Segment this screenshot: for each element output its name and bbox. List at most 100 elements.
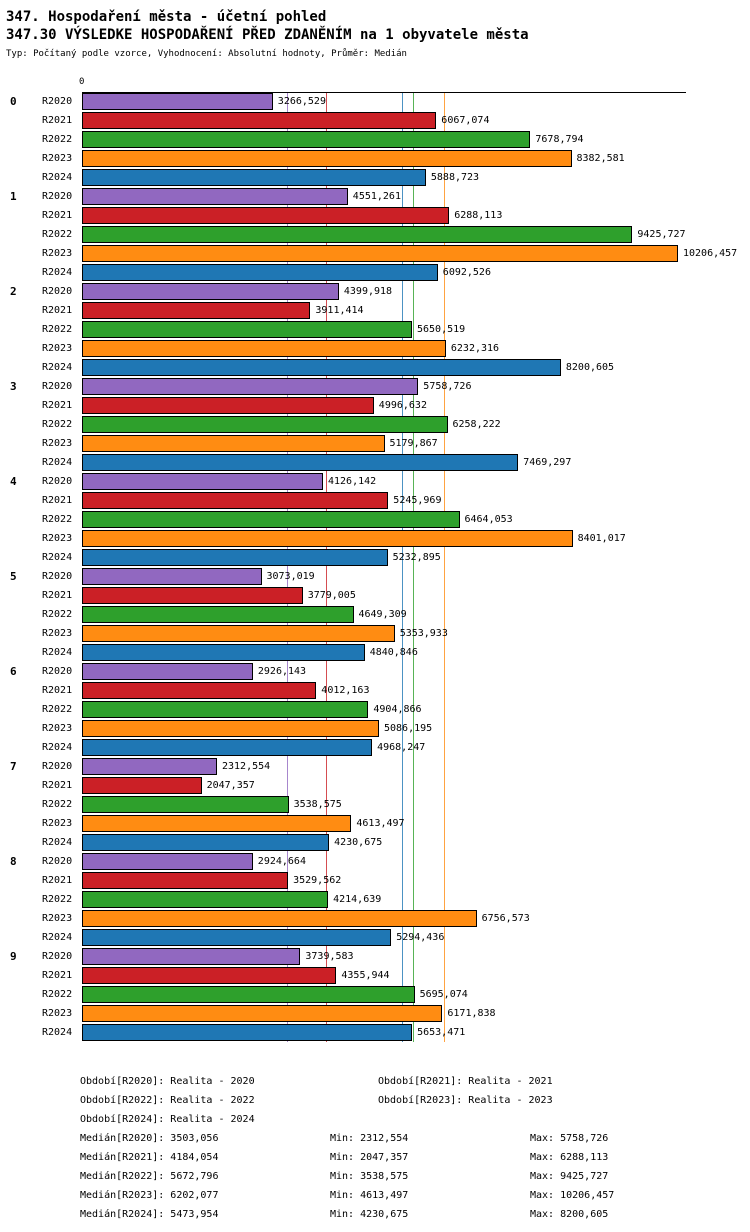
stat-median: Medián[R2023]: 6202,077: [80, 1190, 219, 1201]
bar-r2020: [82, 853, 253, 870]
bar-value-label: 4613,497: [356, 818, 405, 829]
bar-value-label: 6232,316: [450, 343, 500, 354]
bar-r2021: [82, 777, 202, 794]
stat-median: Medián[R2022]: 5672,796: [80, 1171, 219, 1182]
series-label: R2020: [42, 96, 73, 107]
bar-group: 8 R2020 2924,664 R2021 3529,562 R2022 4214,639…: [0, 852, 750, 947]
median-line-r2021: [326, 92, 328, 1042]
bar-value-label: 4355,944: [341, 970, 390, 981]
bar-track: 4996,632: [82, 396, 750, 415]
stat-row: Medián[R2021]: 4184,054 Min: 2047,357 Max:…: [80, 1148, 750, 1167]
series-label: R2024: [42, 172, 73, 183]
bar-r2023: [82, 340, 446, 357]
bar-track: 7469,297: [82, 453, 750, 472]
bar-track: 4230,675: [82, 833, 750, 852]
bar-group: 2 R2020 4399,918 R2021 3911,414 R2022 5650,519…: [0, 282, 750, 377]
bar-value-label: 4399,918: [343, 286, 393, 297]
bar-row: R2023 10206,457: [0, 244, 750, 263]
bar-row: R2020 3739,583: [0, 947, 750, 966]
bar-value-label: 7678,794: [535, 134, 584, 145]
bar-track: 4968,247: [82, 738, 750, 757]
bar-value-label: 5086,195: [384, 723, 433, 734]
bar-row: R2024 5294,436: [0, 928, 750, 947]
series-label: R2024: [42, 742, 73, 753]
bar-track: 4355,944: [82, 966, 750, 985]
series-label: R2023: [42, 153, 73, 164]
bar-r2020: [82, 568, 262, 585]
bar-row: R2024 8200,605: [0, 358, 750, 377]
series-label: R2020: [42, 381, 73, 392]
series-label: R2020: [42, 286, 73, 297]
bar-row: R2021 4012,163: [0, 681, 750, 700]
bar-r2022: [82, 986, 415, 1003]
bar-group: 6 R2020 2926,143 R2021 4012,163 R2022 4904,866…: [0, 662, 750, 757]
series-label: R2022: [42, 989, 73, 1000]
series-label: R2021: [42, 210, 73, 221]
bar-row: R2023 6171,838: [0, 1004, 750, 1023]
series-label: R2022: [42, 229, 73, 240]
series-label: R2020: [42, 476, 73, 487]
series-label: R2023: [42, 438, 73, 449]
bar-value-label: 6067,074: [441, 115, 490, 126]
bar-value-label: 4126,142: [328, 476, 377, 487]
bar-r2022: [82, 606, 354, 623]
stat-min: Min: 4613,497: [330, 1190, 409, 1201]
bar-r2020: [82, 948, 301, 965]
bar-row: R2020 4551,261: [0, 187, 750, 206]
series-label: R2021: [42, 495, 73, 506]
bar-value-label: 2312,554: [222, 761, 271, 772]
bar-r2021: [82, 587, 303, 604]
group-label: 3: [10, 380, 17, 393]
bar-value-label: 4230,675: [334, 837, 383, 848]
bar-row: R2022 7678,794: [0, 130, 750, 149]
series-label: R2022: [42, 419, 73, 430]
series-label: R2024: [42, 1027, 73, 1038]
bar-value-label: 4996,632: [378, 400, 427, 411]
stat-median: Medián[R2024]: 5473,954: [80, 1209, 219, 1220]
bar-r2023: [82, 720, 379, 737]
series-label: R2023: [42, 343, 73, 354]
bar-track: 5758,726: [82, 377, 750, 396]
bar-row: R2020 2312,554: [0, 757, 750, 776]
bar-track: 4840,846: [82, 643, 750, 662]
bar-group: 4 R2020 4126,142 R2021 5245,969 R2022 6464,053…: [0, 472, 750, 567]
median-line-r2023: [444, 92, 446, 1042]
bar-r2020: [82, 758, 217, 775]
bar-value-label: 5232,895: [392, 552, 441, 563]
bar-track: 10206,457: [82, 244, 750, 263]
bar-track: 6171,838: [82, 1004, 750, 1023]
series-label: R2021: [42, 400, 73, 411]
bar-r2024: [82, 264, 438, 281]
stat-row: Medián[R2023]: 6202,077 Min: 4613,497 Max:…: [80, 1186, 750, 1205]
chart-title: 347.30 VÝSLEDKE HOSPODAŘENÍ PŘED ZDANĚNÍ…: [6, 27, 529, 43]
group-label: 8: [10, 855, 17, 868]
bar-r2021: [82, 302, 311, 319]
bar-value-label: 4214,639: [333, 894, 382, 905]
series-label: R2022: [42, 799, 73, 810]
bar-r2020: [82, 283, 339, 300]
chart-subtitle: Typ: Počítaný podle vzorce, Vyhodnocení:…: [6, 49, 407, 59]
bar-track: 6092,526: [82, 263, 750, 282]
bar-row: R2022 4649,309: [0, 605, 750, 624]
stat-median: Medián[R2020]: 3503,056: [80, 1133, 219, 1144]
bar-row: R2021 6288,113: [0, 206, 750, 225]
bar-group: 7 R2020 2312,554 R2021 2047,357 R2022 3538,575…: [0, 757, 750, 852]
series-label: R2022: [42, 514, 73, 525]
bar-r2024: [82, 739, 373, 756]
page-title: 347. Hospodaření města - účetní pohled: [6, 9, 327, 25]
bar-row: R2020 2926,143: [0, 662, 750, 681]
bar-row: R2020 2924,664: [0, 852, 750, 871]
bar-track: 7678,794: [82, 130, 750, 149]
stat-max: Max: 5758,726: [530, 1133, 609, 1144]
bar-track: 3779,005: [82, 586, 750, 605]
stat-row: Medián[R2024]: 5473,954 Min: 4230,675 Max:…: [80, 1205, 750, 1224]
bar-row: R2020 4126,142: [0, 472, 750, 491]
bar-row: R2023 5179,867: [0, 434, 750, 453]
bar-value-label: 6464,053: [464, 514, 513, 525]
stat-min: Min: 2047,357: [330, 1152, 409, 1163]
bar-value-label: 5653,471: [417, 1027, 466, 1038]
bar-r2020: [82, 663, 253, 680]
bar-track: 3538,575: [82, 795, 750, 814]
bar-row: R2023 8382,581: [0, 149, 750, 168]
series-label: R2023: [42, 628, 73, 639]
